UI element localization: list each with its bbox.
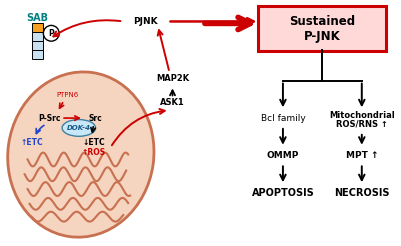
Text: ↓ETC: ↓ETC (82, 138, 105, 147)
Text: OMMP: OMMP (267, 151, 299, 160)
Text: APOPTOSIS: APOPTOSIS (251, 188, 314, 198)
Text: ASK1: ASK1 (160, 98, 185, 107)
Text: Mitochondrial: Mitochondrial (329, 111, 395, 120)
Text: PJNK: PJNK (134, 17, 158, 26)
Text: P-Src: P-Src (38, 114, 61, 123)
Text: Src: Src (89, 114, 103, 123)
Text: ↑ROS: ↑ROS (81, 148, 106, 157)
Ellipse shape (8, 72, 154, 237)
Text: ↑ETC: ↑ETC (20, 138, 43, 147)
Text: MPT ↑: MPT ↑ (346, 151, 378, 160)
Text: P: P (49, 29, 54, 38)
Bar (32, 50, 43, 59)
Bar (32, 41, 43, 50)
Text: MAP2K: MAP2K (156, 74, 189, 83)
Text: Bcl family: Bcl family (261, 114, 305, 123)
Text: P-JNK: P-JNK (304, 30, 341, 43)
Text: SAB: SAB (26, 13, 49, 23)
Text: DOK-4: DOK-4 (67, 125, 91, 131)
FancyBboxPatch shape (258, 6, 387, 51)
Ellipse shape (62, 120, 95, 136)
Circle shape (43, 25, 59, 41)
Text: NECROSIS: NECROSIS (334, 188, 389, 198)
Bar (32, 32, 43, 41)
Text: PTPN6: PTPN6 (56, 92, 78, 98)
Bar (32, 23, 43, 32)
Text: Sustained: Sustained (289, 15, 355, 28)
Text: ROS/RNS ↑: ROS/RNS ↑ (336, 120, 388, 128)
